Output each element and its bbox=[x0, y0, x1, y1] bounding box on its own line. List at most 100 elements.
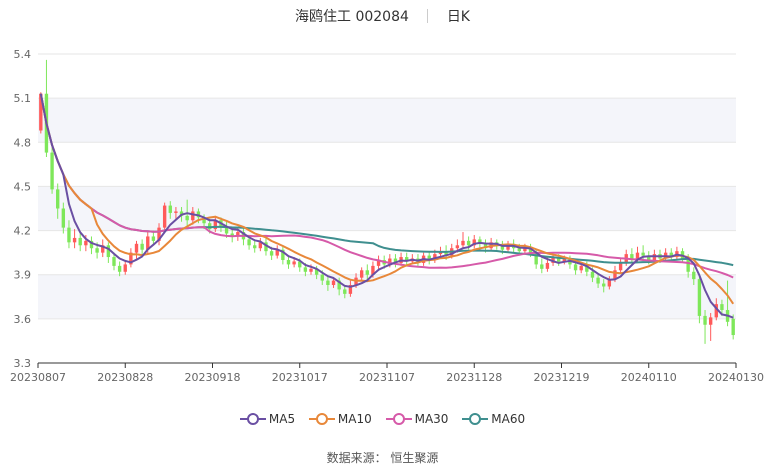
legend-item-ma10[interactable]: MA10 bbox=[308, 412, 372, 426]
candle-body bbox=[292, 261, 296, 265]
candle-body bbox=[117, 265, 122, 272]
candle-body bbox=[500, 245, 505, 250]
candle-body bbox=[61, 208, 66, 228]
y-tick-label: 5.1 bbox=[14, 92, 32, 105]
candle-body bbox=[140, 243, 144, 250]
ma10-swatch-circle bbox=[315, 413, 328, 425]
x-tick-label: 20231128 bbox=[446, 371, 502, 384]
candle-body bbox=[444, 251, 448, 256]
candle-body bbox=[472, 239, 476, 246]
candle-body bbox=[320, 274, 324, 281]
candle-body bbox=[106, 245, 111, 258]
y-tick-label: 4.2 bbox=[14, 225, 32, 238]
y-tick-label: 3.6 bbox=[14, 313, 32, 326]
ma10-swatch-icon bbox=[308, 413, 335, 425]
candle-body bbox=[686, 258, 690, 272]
candle-body bbox=[590, 271, 595, 278]
candle-body bbox=[613, 270, 617, 280]
candle-body bbox=[427, 255, 431, 260]
ma30-line bbox=[39, 93, 734, 279]
candle-body bbox=[359, 270, 364, 278]
candle-body bbox=[95, 248, 99, 253]
candle-body bbox=[50, 152, 54, 190]
candle-body bbox=[562, 258, 567, 262]
candle-body bbox=[309, 268, 313, 272]
y-tick-label: 4.5 bbox=[14, 180, 32, 193]
candle-body bbox=[134, 243, 139, 253]
candle-body bbox=[337, 280, 341, 290]
candle-body bbox=[185, 215, 189, 221]
candle-body bbox=[433, 254, 437, 260]
candle-body bbox=[731, 318, 735, 336]
candle-body bbox=[84, 240, 88, 246]
legend-item-ma30[interactable]: MA30 bbox=[385, 412, 449, 426]
plot-band bbox=[38, 274, 736, 319]
legend-item-ma60[interactable]: MA60 bbox=[462, 412, 525, 426]
ma5-swatch-circle bbox=[246, 413, 259, 425]
candle-body bbox=[692, 271, 696, 280]
candle-body bbox=[314, 268, 319, 275]
candle-body bbox=[162, 205, 167, 228]
candle-body bbox=[129, 252, 133, 265]
candle-body bbox=[179, 211, 184, 216]
candle-body bbox=[56, 189, 60, 209]
candle-body bbox=[523, 246, 527, 252]
candle-body bbox=[269, 251, 274, 256]
stock-code: 002084 bbox=[355, 9, 409, 25]
title-separator bbox=[427, 9, 429, 23]
candle-body bbox=[461, 240, 465, 246]
candle-body bbox=[67, 227, 71, 243]
candle-body bbox=[39, 93, 43, 131]
candle-body bbox=[348, 285, 353, 294]
ma60-swatch-icon bbox=[462, 413, 489, 425]
candle-body bbox=[151, 236, 156, 241]
y-tick-label: 4.8 bbox=[14, 136, 32, 149]
candle-body bbox=[573, 264, 578, 271]
candle-body bbox=[708, 317, 713, 325]
candle-body bbox=[286, 260, 291, 265]
ma30-swatch-circle bbox=[392, 413, 405, 425]
candle-body bbox=[191, 211, 195, 221]
legend-label-ma60: MA60 bbox=[491, 412, 526, 426]
stock-name: 海鸥住工 bbox=[295, 9, 351, 25]
candle-body bbox=[669, 252, 673, 258]
candle-body bbox=[247, 239, 251, 246]
candle-body bbox=[253, 245, 257, 249]
candle-body bbox=[230, 233, 234, 237]
candle-body bbox=[579, 265, 583, 271]
candle-body bbox=[647, 255, 651, 260]
candle-body bbox=[545, 262, 550, 269]
candle-body bbox=[585, 265, 589, 272]
ma10-line bbox=[39, 93, 735, 305]
candle-body bbox=[281, 249, 285, 260]
candle-body bbox=[466, 240, 471, 246]
candle-body bbox=[298, 261, 302, 268]
candle-body bbox=[146, 236, 150, 250]
candle-body bbox=[697, 279, 702, 316]
candle-body bbox=[303, 267, 308, 272]
data-source: 数据来源： 恒生聚源 bbox=[326, 451, 439, 465]
candle-body bbox=[405, 257, 409, 262]
chart-legend: MA5 MA10 MA30 MA60 bbox=[0, 412, 765, 426]
candle-body bbox=[331, 280, 336, 286]
candle-body bbox=[72, 237, 77, 243]
candle-body bbox=[534, 252, 538, 265]
candle-body bbox=[123, 264, 127, 272]
candle-body bbox=[258, 242, 263, 249]
y-tick-label: 3.9 bbox=[14, 269, 32, 282]
candle-body bbox=[630, 254, 634, 259]
ma5-line bbox=[39, 93, 734, 319]
candle-body bbox=[596, 277, 600, 284]
x-tick-label: 20240110 bbox=[621, 371, 677, 384]
candle-body bbox=[393, 258, 398, 263]
candle-body bbox=[714, 304, 718, 318]
candle-body bbox=[478, 239, 482, 244]
legend-item-ma5[interactable]: MA5 bbox=[239, 412, 296, 426]
candle-body bbox=[112, 257, 116, 266]
legend-label-ma5: MA5 bbox=[268, 412, 296, 426]
candle-body bbox=[213, 220, 218, 230]
legend-label-ma30: MA30 bbox=[414, 412, 449, 426]
ma5-swatch-icon bbox=[239, 413, 266, 425]
x-tick-label: 20230828 bbox=[97, 371, 153, 384]
candle-body bbox=[641, 252, 645, 256]
